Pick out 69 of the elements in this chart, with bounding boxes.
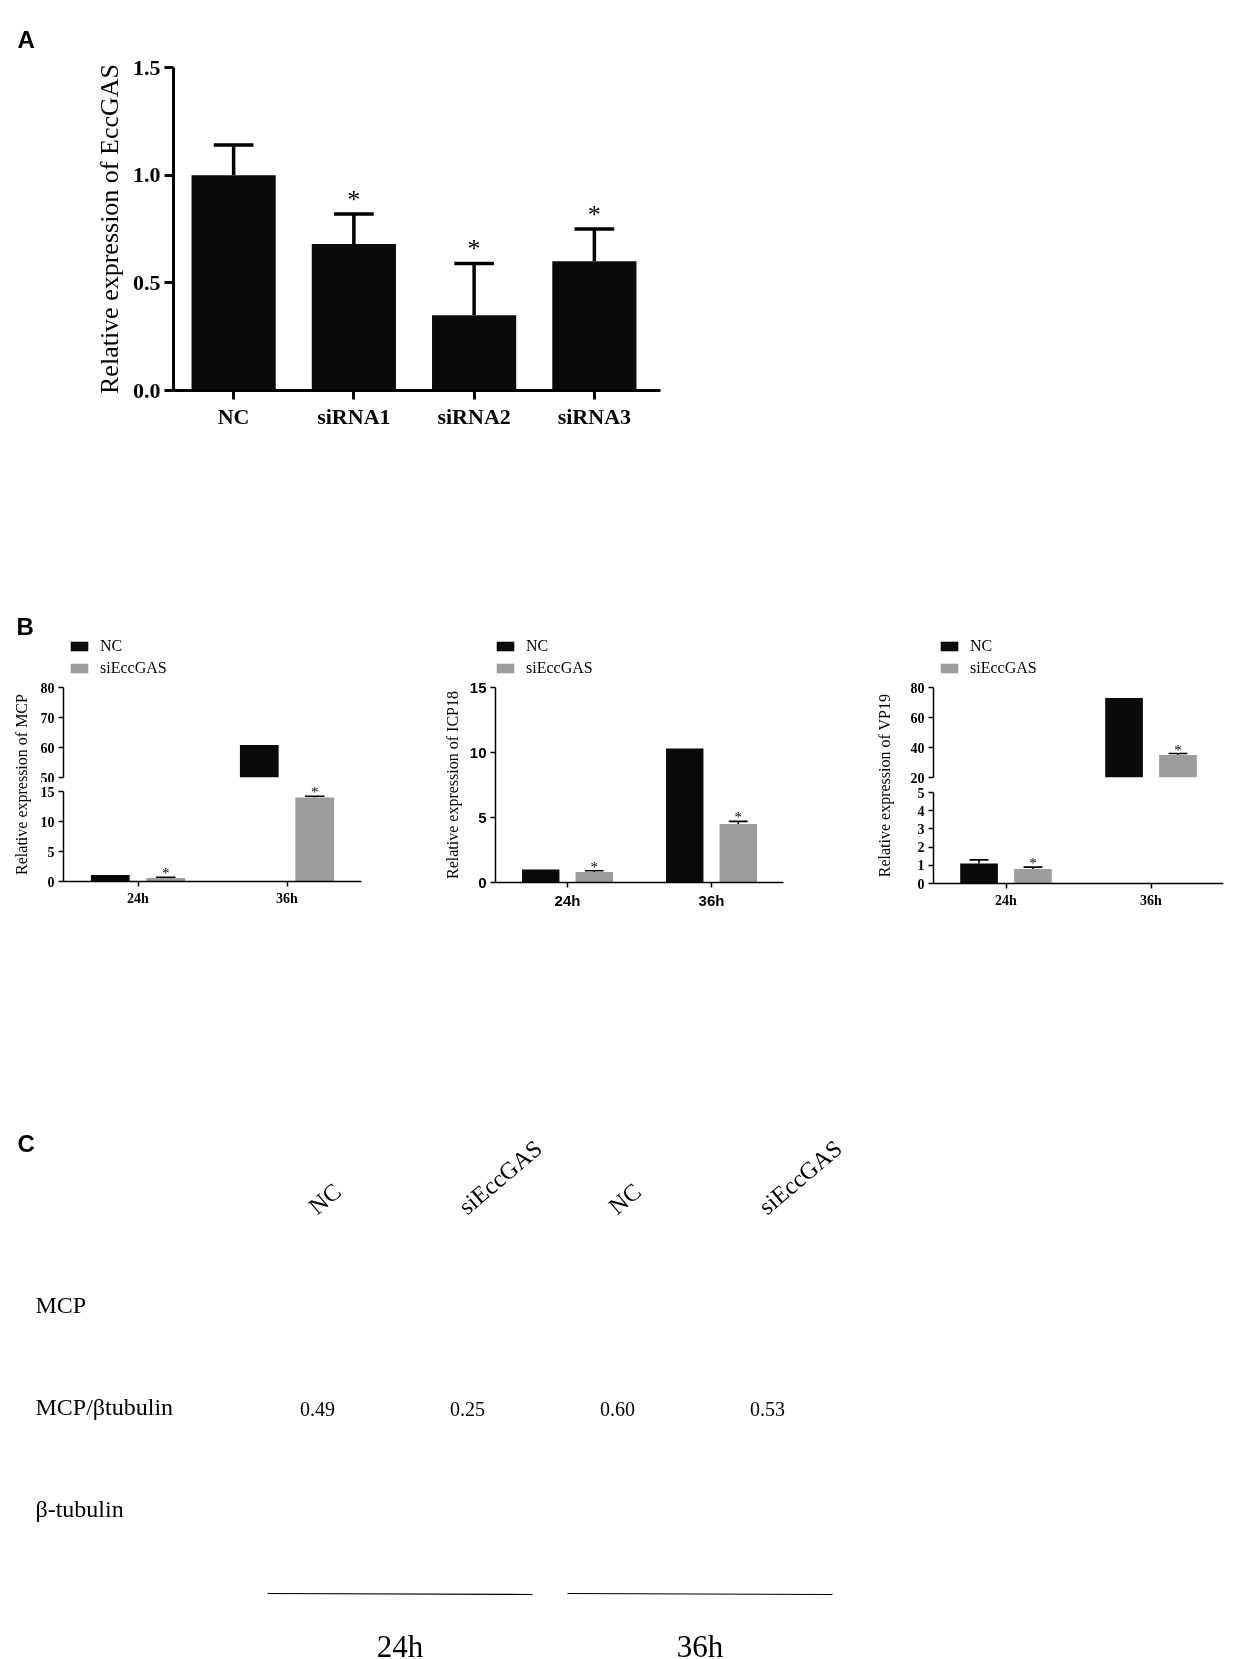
y-axis-title: Relative expression of MCP [13,693,31,875]
y-tick-label: 40 [910,740,925,756]
bar [575,872,613,883]
y-tick-label: 5 [478,808,487,826]
data-label: * [161,865,170,882]
y-tick-label: 80 [910,680,925,696]
y-tick-label: 1.5 [133,54,161,80]
y-tick-label: 15 [40,784,55,800]
legend-label: NC [970,637,993,655]
data-label: * [1174,741,1182,758]
x-tick-label: siRNA2 [437,403,511,429]
data-label: * [590,858,599,875]
y-tick-label: 4 [917,803,925,819]
text: 36h [676,1629,724,1659]
data-label: * [347,184,361,214]
text: 24h [376,1629,424,1659]
y-tick-label: 80 [40,680,55,696]
y-tick-label: 1 [917,858,925,874]
legend-label: siEccGAS [526,659,593,677]
data-label: * [1029,855,1037,872]
y-axis-title: Relative expression of EccGAS [95,64,124,394]
y-tick-label: 0 [478,873,487,891]
text: MCP [35,1291,87,1318]
y-tick-label: 0 [47,874,55,890]
y-tick-label: 0.5 [133,269,161,295]
text: β-tubulin [35,1495,124,1522]
y-tick-label: 3 [917,821,925,837]
x-tick-label: 36h [698,891,725,909]
chart-title: A [17,25,35,53]
x-tick-label: 24h [995,892,1018,908]
y-tick-label: 5 [917,785,925,801]
x-tick-label: 24h [554,891,581,909]
y-tick-label: 60 [910,710,925,726]
y-tick-label: 50 [40,770,55,786]
y-tick-label: 1.0 [133,162,161,188]
y-axis-title: Relative expression of ICP18 [443,691,462,879]
data-label: 0.49 [300,1397,335,1420]
legend-label: siEccGAS [970,659,1037,677]
y-tick-label: 20 [910,770,925,786]
x-tick-label: 36h [1140,892,1163,908]
y-tick-label: 10 [469,743,487,761]
y-tick-label: 10 [40,814,55,830]
y-tick-label: 70 [40,710,55,726]
x-tick-label: 36h [276,890,299,906]
y-tick-label: 5 [47,844,55,860]
category-label: NC [603,1178,646,1220]
data-label: * [467,234,481,264]
y-tick-label: 2 [917,840,925,856]
category-label: NC [303,1178,346,1220]
x-tick-label: 24h [127,890,150,906]
legend-label: NC [526,637,549,655]
data-label: * [587,200,601,229]
y-tick-label: 60 [40,740,55,756]
bar [295,797,335,882]
x-tick-label: NC [217,403,250,429]
y-tick-label: 0 [917,876,925,892]
data-label: 0.60 [600,1397,635,1420]
text: C [17,1129,35,1157]
data-label: 0.25 [450,1397,485,1420]
bar [719,824,757,883]
text: MCP/βtubulin [35,1393,174,1420]
data-label: * [310,784,319,801]
y-axis-title: Relative expression of VP19 [876,694,894,878]
y-tick-label: 0.0 [133,377,161,403]
data-label: * [734,809,743,826]
data-label: 0.53 [750,1397,785,1420]
x-tick-label: siRNA1 [317,403,391,429]
x-tick-label: siRNA3 [557,403,632,429]
y-tick-label: 15 [469,678,487,696]
